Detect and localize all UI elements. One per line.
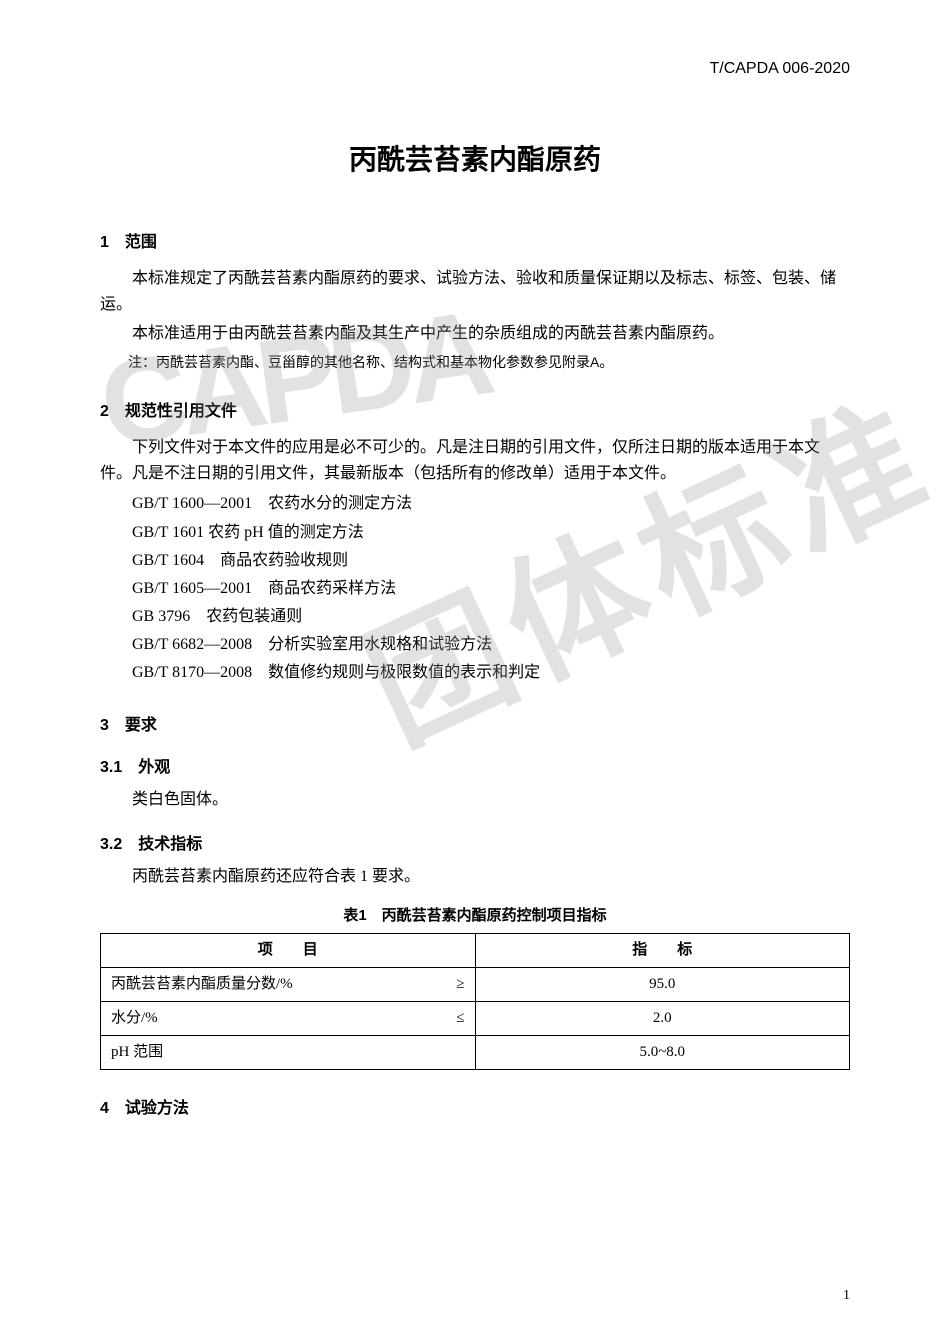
table-item-label: 丙酰芸苔素内酯质量分数/% (111, 974, 293, 995)
table-1-caption: 表1 丙酰芸苔素内酯原药控制项目指标 (100, 904, 850, 925)
ref-item: GB/T 1605—2001 商品农药采样方法 (100, 575, 850, 602)
table-row: 水分/% ≤ 2.0 (101, 1001, 850, 1035)
table-item-label: 水分/% (111, 1008, 158, 1029)
document-title: 丙酰芸苔素内酯原药 (100, 138, 850, 178)
table-item-op: ≤ (456, 1008, 464, 1029)
table-spec-value: 5.0~8.0 (475, 1035, 850, 1069)
document-code: T/CAPDA 006-2020 (100, 60, 850, 78)
ref-item: GB 3796 农药包装通则 (100, 603, 850, 630)
reference-list: GB/T 1600—2001 农药水分的测定方法 GB/T 1601 农药 pH… (100, 490, 850, 686)
section-3-1-heading: 3.1 外观 (100, 753, 850, 777)
table-header-item: 项目 (101, 933, 476, 967)
section-3-2-text: 丙酰芸苔素内酯原药还应符合表 1 要求。 (100, 864, 850, 890)
page-number: 1 (843, 1288, 850, 1304)
section-1-heading: 1 范围 (100, 228, 850, 252)
ref-item: GB/T 1600—2001 农药水分的测定方法 (100, 490, 850, 517)
section-2-para-1: 下列文件对于本文件的应用是必不可少的。凡是注日期的引用文件，仅所注日期的版本适用… (100, 435, 850, 486)
ref-item: GB/T 6682—2008 分析实验室用水规格和试验方法 (100, 631, 850, 658)
table-row: 丙酰芸苔素内酯质量分数/% ≥ 95.0 (101, 967, 850, 1001)
table-item-label: pH 范围 (111, 1042, 163, 1063)
ref-item: GB/T 1601 农药 pH 值的测定方法 (100, 519, 850, 546)
ref-item: GB/T 1604 商品农药验收规则 (100, 547, 850, 574)
table-1: 项目 指标 丙酰芸苔素内酯质量分数/% ≥ 95.0 水分/% ≤ 2.0 pH 范… (100, 933, 850, 1070)
table-spec-value: 2.0 (475, 1001, 850, 1035)
section-2-heading: 2 规范性引用文件 (100, 397, 850, 421)
section-1-para-1: 本标准规定了丙酰芸苔素内酯原药的要求、试验方法、验收和质量保证期以及标志、标签、… (100, 266, 850, 317)
section-3-2-heading: 3.2 技术指标 (100, 830, 850, 854)
section-4-heading: 4 试验方法 (100, 1094, 850, 1118)
section-1-para-2: 本标准适用于由丙酰芸苔素内酯及其生产中产生的杂质组成的丙酰芸苔素内酯原药。 (100, 321, 850, 347)
table-item-op: ≥ (456, 974, 464, 995)
section-1-note: 注：丙酰芸苔素内酯、豆甾醇的其他名称、结构式和基本物化参数参见附录A。 (100, 351, 850, 373)
ref-item: GB/T 8170—2008 数值修约规则与极限数值的表示和判定 (100, 659, 850, 686)
table-header-row: 项目 指标 (101, 933, 850, 967)
table-row: pH 范围 5.0~8.0 (101, 1035, 850, 1069)
table-spec-value: 95.0 (475, 967, 850, 1001)
section-3-1-text: 类白色固体。 (100, 787, 850, 813)
section-3-heading: 3 要求 (100, 711, 850, 735)
table-header-spec: 指标 (475, 933, 850, 967)
